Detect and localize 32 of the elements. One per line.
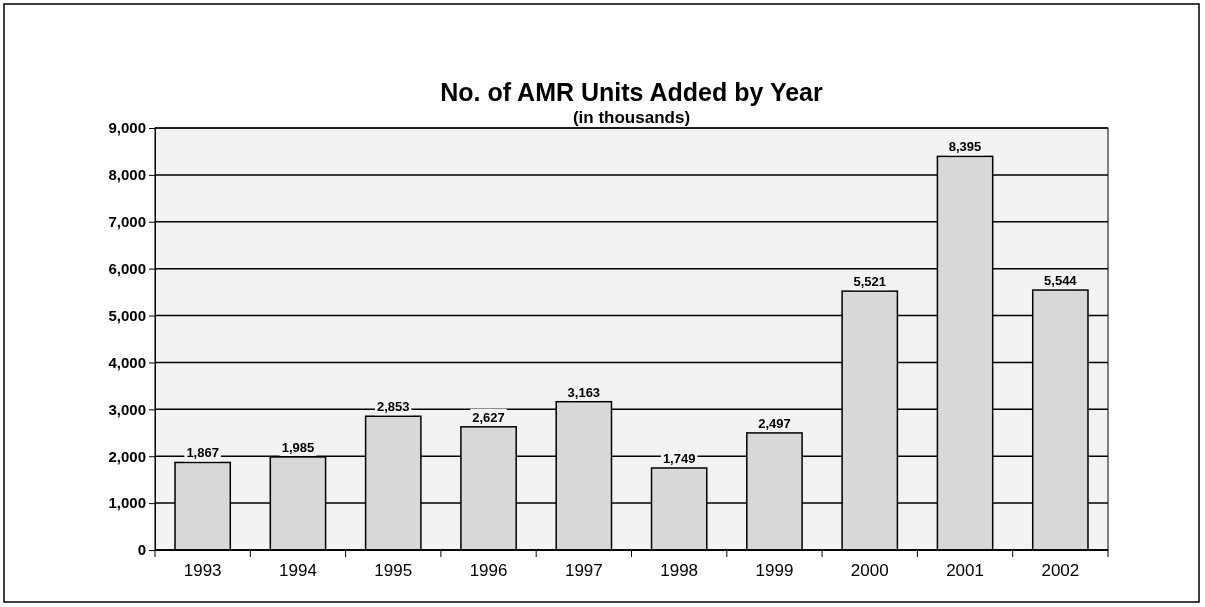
y-tick-label: 1,000: [108, 494, 146, 512]
x-tick-label: 2002: [1041, 561, 1080, 580]
x-tick-label: 1996: [469, 561, 508, 580]
y-tick-label: 4,000: [108, 353, 146, 371]
y-tick-label: 2,000: [108, 447, 146, 465]
y-tick-label: 7,000: [108, 213, 146, 231]
x-tick-label: 2001: [946, 561, 984, 580]
data-label: 5,521: [853, 274, 887, 290]
data-label: 1,867: [186, 445, 219, 461]
x-tick-label: 1995: [374, 561, 413, 580]
data-label: 1,749: [662, 450, 696, 466]
chart-subtitle: (in thousands): [572, 108, 691, 127]
x-tick-label: 2000: [850, 561, 889, 580]
data-label: 8,395: [948, 139, 982, 155]
x-tick-label: 1994: [279, 561, 317, 580]
data-label: 2,497: [758, 415, 791, 431]
y-tick-label: 9,000: [108, 119, 146, 137]
chart-title: No. of AMR Units Added by Year: [440, 78, 823, 106]
y-tick-label: 0: [137, 541, 146, 559]
data-label: 3,163: [567, 384, 601, 400]
x-tick-label: 1998: [660, 561, 699, 580]
x-tick-label: 1999: [755, 561, 794, 580]
x-tick-label: 1997: [564, 561, 603, 580]
y-tick-label: 8,000: [108, 166, 146, 184]
data-label: 5,544: [1044, 273, 1078, 289]
data-label: 2,627: [472, 409, 505, 425]
y-tick-label: 5,000: [108, 306, 146, 324]
y-tick-label: 3,000: [108, 400, 146, 418]
data-label: 2,853: [376, 399, 410, 415]
y-tick-label: 6,000: [108, 259, 146, 277]
x-tick-label: 1993: [183, 561, 222, 580]
data-label: 1,985: [281, 439, 315, 455]
